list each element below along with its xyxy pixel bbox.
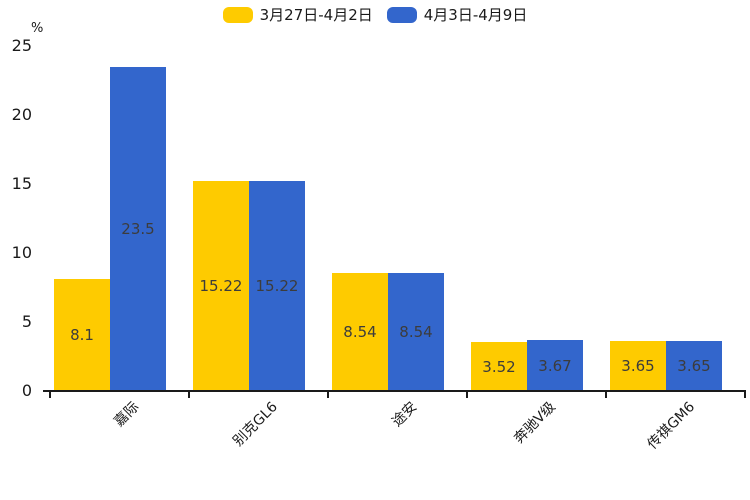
bar-途安-series-1 (388, 273, 444, 391)
x-category-label-嘉际: 嘉际 (110, 399, 142, 431)
chart-legend: 3月27日-4月2日 4月3日-4月9日 (0, 6, 750, 24)
bar-value-label: 15.22 (199, 276, 243, 295)
y-axis-unit-label: % (31, 21, 44, 36)
x-category-label-别克GL6: 别克GL6 (230, 399, 281, 450)
bar-途安-series-0 (332, 273, 388, 391)
bar-嘉际-series-0 (54, 279, 110, 391)
bar-别克GL6-series-1 (249, 180, 305, 391)
x-category-label-途安: 途安 (388, 399, 420, 431)
x-category-label-传祺GM6: 传祺GM6 (644, 399, 698, 453)
x-axis-line (49, 390, 746, 392)
legend-label-0: 3月27日-4月2日 (259, 6, 373, 24)
legend-swatch-1 (386, 7, 417, 23)
bar-value-label: 8.54 (343, 323, 377, 342)
bar-传祺GM6-series-1 (666, 340, 722, 391)
y-tick-label-25: 25 (11, 36, 32, 55)
legend-item-1: 4月3日-4月9日 (386, 6, 528, 24)
x-category-label-奔驰V级: 奔驰V级 (511, 399, 559, 447)
x-axis-tick (327, 392, 329, 398)
x-axis-tick (188, 392, 190, 398)
legend-swatch-0 (222, 7, 253, 23)
bar-value-label: 3.67 (538, 356, 572, 375)
bar-value-label: 8.54 (399, 323, 433, 342)
y-tick-label-20: 20 (11, 105, 32, 124)
bar-value-label: 8.1 (70, 326, 94, 345)
bar-value-label: 15.22 (255, 276, 299, 295)
bar-value-label: 3.52 (482, 357, 516, 376)
bar-value-label: 23.5 (121, 219, 155, 238)
x-axis-tick (605, 392, 607, 398)
legend-label-1: 4月3日-4月9日 (423, 6, 528, 24)
bar-value-label: 3.65 (621, 356, 655, 375)
x-axis-tick (466, 392, 468, 398)
y-axis-zero-tick (43, 390, 49, 392)
x-axis-tick (49, 392, 51, 398)
y-tick-label-15: 15 (11, 174, 32, 193)
bar-value-label: 3.65 (677, 356, 711, 375)
bar-嘉际-series-1 (110, 66, 166, 391)
bar-奔驰V级-series-1 (527, 340, 583, 391)
bar-传祺GM6-series-0 (610, 340, 666, 391)
bar-奔驰V级-series-0 (471, 342, 527, 391)
bar-别克GL6-series-0 (193, 180, 249, 391)
legend-item-0: 3月27日-4月2日 (222, 6, 373, 24)
y-tick-label-5: 5 (21, 312, 32, 331)
y-tick-label-0: 0 (21, 381, 32, 400)
x-axis-tick (744, 392, 746, 398)
y-tick-label-10: 10 (11, 243, 32, 262)
